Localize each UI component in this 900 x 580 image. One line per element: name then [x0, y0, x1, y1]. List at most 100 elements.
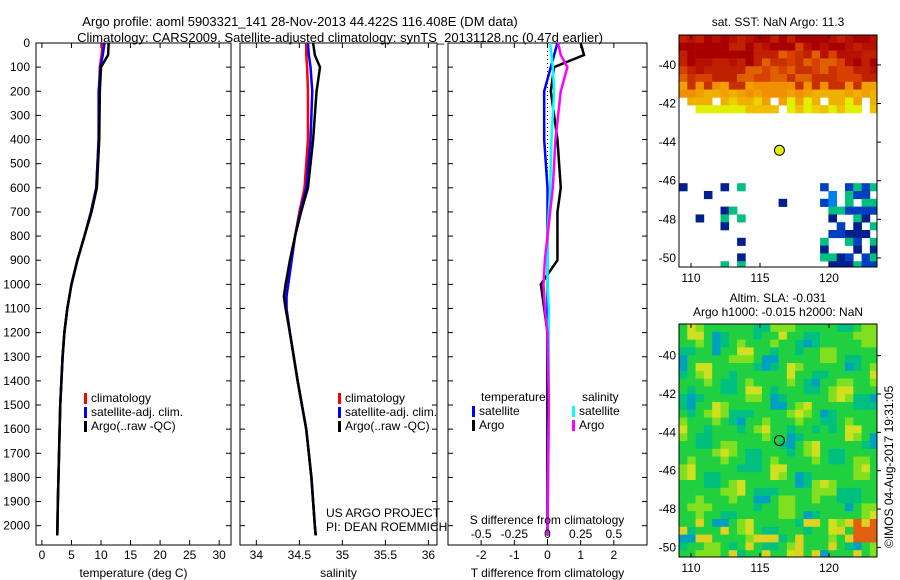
map-cell: [820, 441, 829, 450]
map-cell: [728, 472, 738, 481]
map-cell: [712, 394, 721, 403]
map-cell: [845, 402, 854, 411]
map-cell: [679, 542, 688, 551]
map-cell: [712, 464, 721, 473]
map-cell: [762, 105, 771, 114]
map-cell: [845, 472, 854, 481]
map-cell: [836, 519, 846, 528]
map-cell: [712, 58, 721, 67]
map-cell: [795, 480, 804, 489]
map-cell: [853, 89, 862, 98]
map-cell: [679, 425, 688, 434]
map-cell: [770, 526, 779, 535]
map-cell: [845, 526, 854, 535]
map-cell: [795, 519, 804, 528]
x-tick-label: 30: [213, 548, 227, 562]
map-cell: [828, 105, 837, 114]
map-cell: [762, 355, 771, 364]
map-cell: [737, 50, 746, 59]
legend-swatch: [472, 420, 475, 431]
map-cell: [679, 183, 688, 192]
map-cell: [720, 222, 730, 231]
map-cell: [869, 35, 878, 44]
map-cell: [720, 378, 730, 387]
map-cell: [869, 74, 878, 83]
map-cell: [695, 402, 705, 411]
map-cell: [811, 89, 821, 98]
map-cell: [869, 495, 878, 504]
map-cell: [811, 441, 821, 450]
map-cell: [795, 425, 804, 434]
map-cell: [853, 363, 862, 372]
map-cell: [679, 347, 688, 356]
map-cell: [869, 550, 878, 558]
map-cell: [745, 35, 754, 44]
map-cell: [745, 50, 754, 59]
map-cell: [679, 324, 688, 333]
map-cell: [828, 417, 837, 426]
map-cell: [778, 58, 788, 67]
map-cell: [737, 81, 746, 90]
map-cell: [753, 550, 763, 558]
map-cell: [853, 214, 862, 223]
map-cell: [861, 206, 871, 215]
map-cell: [845, 324, 854, 333]
map-cell: [861, 347, 871, 356]
map-cell: [845, 89, 854, 98]
map-cell: [861, 50, 871, 59]
map-cell: [828, 370, 837, 379]
map-cell: [762, 363, 771, 372]
map-cell: [861, 472, 871, 481]
map-cell: [778, 355, 788, 364]
map-cell: [861, 495, 871, 504]
map-cell: [820, 534, 829, 543]
map-cell: [745, 456, 754, 465]
legend-swatch: [338, 421, 341, 432]
map-cell: [861, 363, 871, 372]
map-cell: [745, 526, 754, 535]
map-cell: [845, 74, 854, 83]
map-cell: [770, 456, 779, 465]
map-cell: [679, 386, 688, 395]
map-cell: [687, 503, 696, 512]
map-cell: [762, 81, 771, 90]
map-cell: [795, 66, 804, 75]
map-cell: [762, 50, 771, 59]
map-cell: [845, 417, 854, 426]
map-cell: [820, 464, 829, 473]
map-cell: [712, 378, 721, 387]
map-cell: [869, 409, 878, 418]
map-cell: [845, 370, 854, 379]
map-cell: [679, 363, 688, 372]
map-cell: [803, 417, 813, 426]
map-cell: [811, 456, 821, 465]
map-cell: [720, 448, 730, 457]
map-cell: [728, 433, 738, 442]
map-cell: [703, 409, 713, 418]
legend-label: climatology: [345, 391, 405, 405]
map-cell: [728, 503, 738, 512]
map-cell: [737, 355, 746, 364]
map-cell: [811, 519, 821, 528]
map-cell: [720, 58, 730, 67]
map-cell: [820, 324, 829, 333]
s-tick-label: 0: [544, 527, 551, 541]
map-cell: [737, 542, 746, 551]
map-cell: [753, 409, 763, 418]
map-cell: [845, 448, 854, 457]
map-cell: [778, 89, 788, 98]
map-cell: [679, 441, 688, 450]
map-cell: [836, 105, 846, 114]
x-tick-label: 34.5: [288, 548, 312, 562]
map-cell: [679, 503, 688, 512]
map-cell: [845, 394, 854, 403]
lat-tick-label: -44: [659, 425, 677, 439]
temperature-frame: [35, 42, 232, 546]
map-cell: [861, 487, 871, 496]
map-cell: [778, 417, 788, 426]
map-cell: [869, 198, 878, 207]
map-cell: [828, 542, 837, 551]
map-cell: [869, 339, 878, 348]
map-cell: [811, 347, 821, 356]
